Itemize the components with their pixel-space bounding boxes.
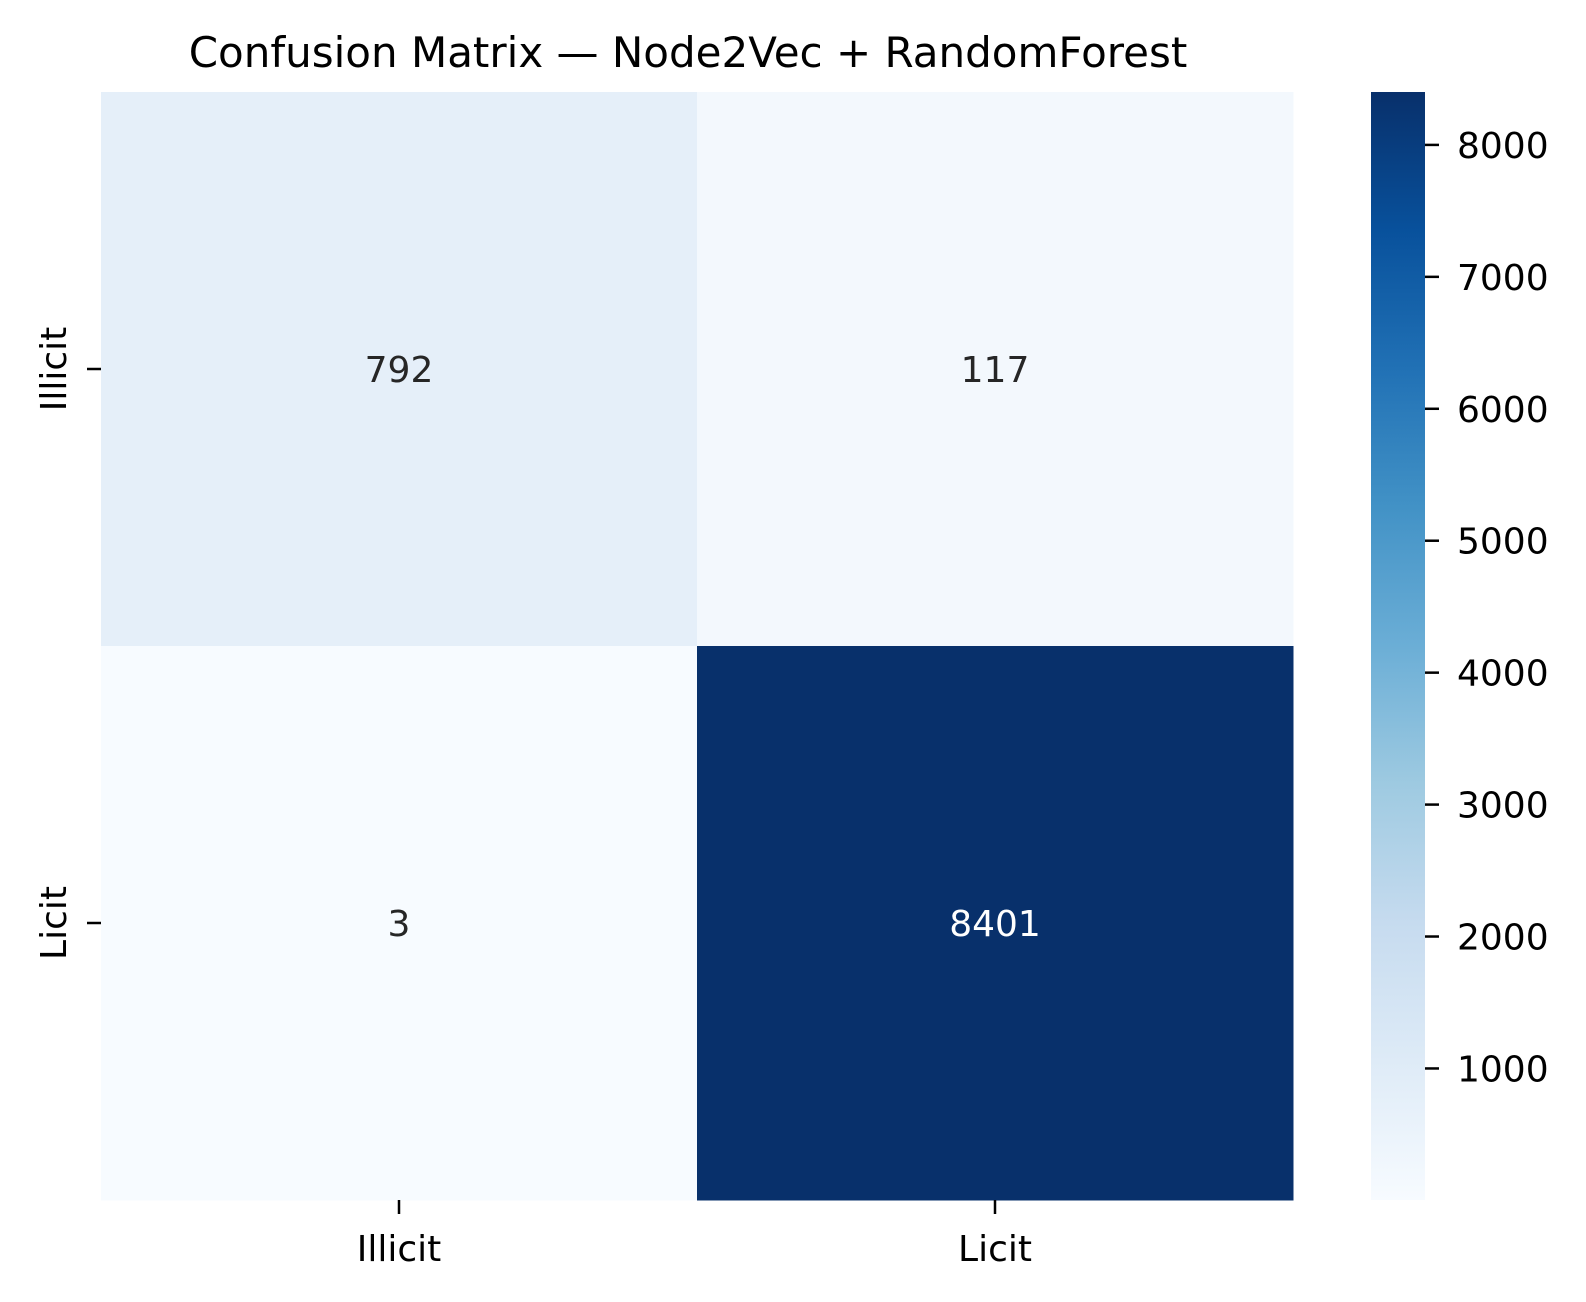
heatmap-cell-illicit-illicit bbox=[101, 92, 698, 647]
cell-value-licit-licit: 8401 bbox=[949, 904, 1041, 945]
heatmap-cell-licit-illicit bbox=[101, 646, 698, 1201]
colorbar bbox=[1371, 92, 1425, 1200]
colorbar-tick-label-5000: 5000 bbox=[1457, 522, 1549, 563]
cell-value-illicit-licit: 117 bbox=[961, 350, 1030, 391]
heatmap-cell-labels: 792 117 3 8401 bbox=[365, 350, 1041, 945]
heatmap-cell-licit-licit bbox=[697, 646, 1294, 1201]
chart-title: Confusion Matrix — Node2Vec + RandomFore… bbox=[189, 28, 1188, 77]
x-axis: Illicit Licit bbox=[357, 1200, 1032, 1270]
heatmap-cells bbox=[101, 92, 1294, 1201]
y-tick-label-licit: Licit bbox=[34, 886, 75, 960]
y-tick-label-illicit: Illicit bbox=[34, 327, 75, 412]
colorbar-tick-label-4000: 4000 bbox=[1457, 654, 1549, 695]
colorbar-tick-label-7000: 7000 bbox=[1457, 258, 1549, 299]
x-tick-label-illicit: Illicit bbox=[357, 1229, 442, 1270]
colorbar-tick-label-8000: 8000 bbox=[1457, 126, 1549, 167]
cell-value-licit-illicit: 3 bbox=[388, 904, 411, 945]
y-axis: Illicit Licit bbox=[34, 327, 101, 960]
heatmap-cell-illicit-licit bbox=[697, 92, 1294, 647]
x-tick-label-licit: Licit bbox=[958, 1229, 1032, 1270]
colorbar-tick-label-2000: 2000 bbox=[1457, 918, 1549, 959]
cell-value-illicit-illicit: 792 bbox=[365, 350, 434, 391]
colorbar-tick-label-6000: 6000 bbox=[1457, 390, 1549, 431]
colorbar-tick-label-3000: 3000 bbox=[1457, 786, 1549, 827]
colorbar-tick-label-1000: 1000 bbox=[1457, 1049, 1549, 1090]
colorbar-axis: 1000 2000 3000 4000 5000 6000 7000 8000 bbox=[1425, 126, 1549, 1090]
